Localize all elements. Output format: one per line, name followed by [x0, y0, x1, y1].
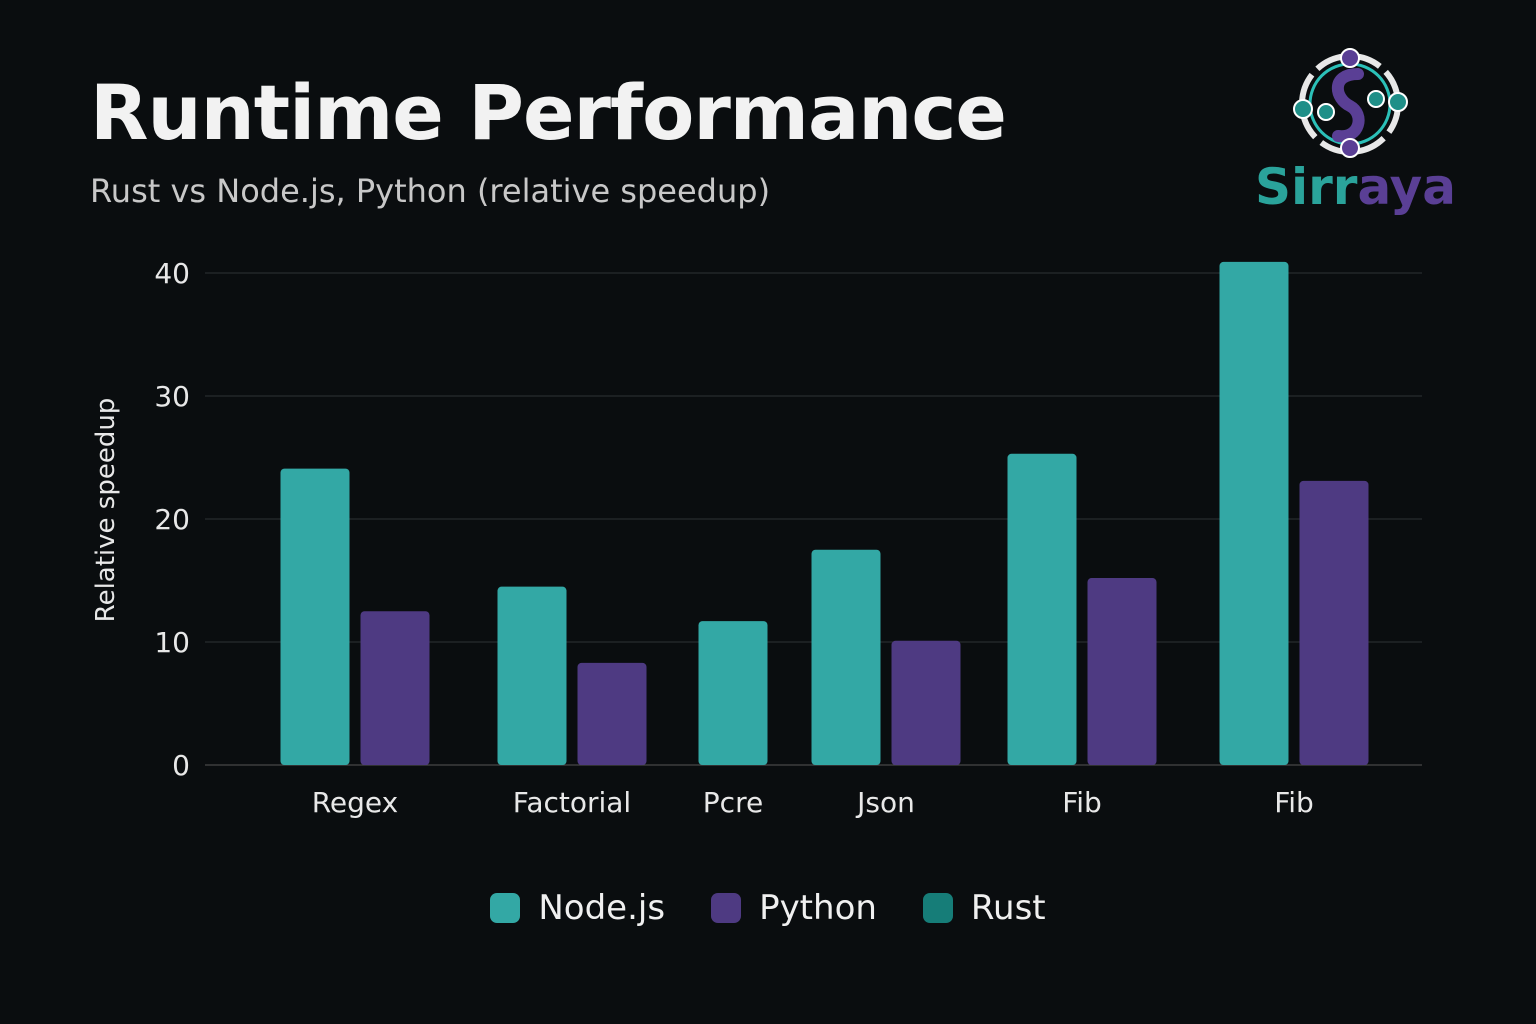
y-tick-label: 40: [154, 257, 190, 290]
legend-swatch: [490, 893, 521, 923]
bar-python: [360, 611, 430, 765]
y-tick-label: 20: [154, 503, 190, 536]
chart-subtitle: Rust vs Node.js, Python (relative speedu…: [90, 172, 771, 210]
y-axis-label: Relative speedup: [91, 398, 121, 623]
x-tick-label: Fib: [1062, 786, 1102, 819]
bar-python: [1299, 480, 1369, 765]
x-tick-label: Json: [855, 786, 915, 819]
legend-label: Python: [759, 888, 877, 928]
x-tick-label: Factorial: [513, 786, 631, 819]
legend-item: Node.js: [490, 888, 665, 928]
bar-python: [577, 662, 647, 765]
sirraya-logo: Sirraya: [1255, 48, 1456, 216]
bar-nodejs: [1007, 453, 1077, 765]
x-tick-label: Fib: [1274, 786, 1314, 819]
y-tick-label: 10: [154, 626, 190, 659]
legend-item: Python: [711, 888, 877, 928]
bar-nodejs: [497, 586, 567, 765]
svg-text:Sirraya: Sirraya: [1255, 158, 1456, 216]
chart-title: Runtime Performance: [90, 68, 1007, 157]
bar-nodejs: [280, 468, 350, 765]
legend-label: Rust: [970, 888, 1046, 928]
legend-swatch: [711, 893, 742, 923]
bar-python: [1087, 578, 1157, 765]
y-tick-label: 0: [172, 749, 190, 782]
legend-swatch: [922, 893, 953, 923]
legend-label: Node.js: [538, 888, 666, 928]
bar-python: [891, 640, 961, 765]
legend-item: Rust: [922, 888, 1046, 928]
x-tick-label: Regex: [312, 786, 399, 819]
bar-nodejs: [811, 549, 881, 765]
x-tick-label: Pcre: [703, 786, 763, 819]
y-tick-label: 30: [154, 380, 190, 413]
legend: Node.js Python Rust: [0, 888, 1536, 928]
bar-nodejs: [698, 621, 768, 765]
bar-nodejs: [1219, 261, 1289, 765]
